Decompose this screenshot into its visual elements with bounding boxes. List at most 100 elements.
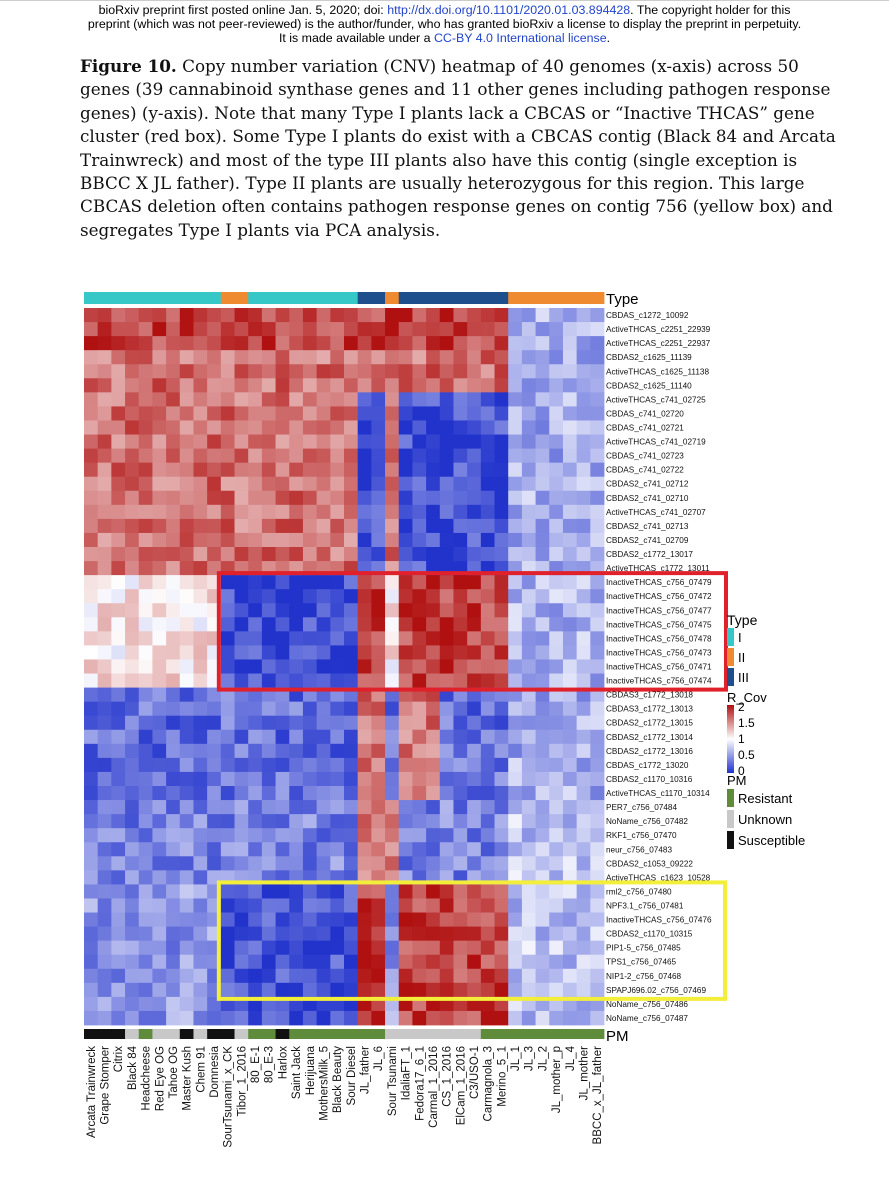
heatmap-cell <box>234 322 249 337</box>
type-annotation-cell <box>179 292 194 304</box>
heatmap-cell <box>138 814 153 829</box>
heatmap-cell <box>97 954 112 970</box>
heatmap-cell <box>248 786 263 801</box>
license-link[interactable]: CC-BY 4.0 International license <box>433 31 607 45</box>
heatmap-cell <box>289 532 304 548</box>
column-label: SourTsunami_x_CK <box>223 1046 235 1148</box>
heatmap-cell <box>220 406 235 421</box>
heatmap-cell <box>166 814 181 829</box>
heatmap-cell <box>412 420 427 435</box>
heatmap-cell <box>535 476 550 492</box>
heatmap-cell <box>494 884 509 899</box>
heatmap-cell <box>179 308 194 323</box>
heatmap-cell <box>234 406 249 421</box>
heatmap-cell <box>357 504 372 520</box>
heatmap-cell <box>138 701 153 717</box>
heatmap-cell <box>248 617 263 632</box>
heatmap-cell <box>125 912 140 927</box>
heatmap-cell <box>166 378 181 393</box>
heatmap-cell <box>385 476 400 492</box>
heatmap-cell <box>125 336 140 351</box>
row-label: CBDAS2_c1625_11139 <box>606 353 692 362</box>
heatmap-cell <box>193 954 208 970</box>
heatmap-cell <box>166 996 181 1012</box>
type-annotation-cell <box>111 292 126 304</box>
heatmap-cell <box>453 322 468 337</box>
heatmap-cell <box>289 729 304 745</box>
heatmap-cell <box>193 968 208 984</box>
heatmap-cell <box>111 898 126 913</box>
heatmap-cell <box>193 336 208 351</box>
heatmap-cell <box>385 336 400 351</box>
heatmap-cell <box>480 575 495 590</box>
heatmap-cell <box>84 996 99 1012</box>
heatmap-cell <box>494 659 509 674</box>
heatmap-cell <box>398 968 413 984</box>
heatmap-cell <box>576 392 591 407</box>
heatmap-cell <box>302 898 318 913</box>
heatmap-cell <box>398 940 413 956</box>
heatmap-cell <box>125 828 140 843</box>
row-label: neur_c756_07483 <box>606 845 672 854</box>
heatmap-cell <box>439 532 454 548</box>
heatmap-cell <box>138 687 153 703</box>
heatmap-cell <box>494 856 509 871</box>
heatmap-cell <box>426 504 441 520</box>
heatmap-cell <box>385 968 400 984</box>
heatmap-cell <box>111 420 126 435</box>
heatmap-cell <box>344 434 359 449</box>
heatmap-cell <box>453 434 468 449</box>
heatmap-cell <box>84 898 99 913</box>
heatmap-cells <box>84 308 605 1026</box>
heatmap-cell <box>426 322 441 337</box>
heatmap-cell <box>467 968 482 984</box>
heatmap-cell <box>549 547 564 562</box>
heatmap-cell <box>467 743 482 759</box>
heatmap-cell <box>179 589 194 604</box>
heatmap-cell <box>385 715 400 731</box>
heatmap-cell <box>467 434 482 449</box>
type-annotation-cell <box>562 292 578 304</box>
heatmap-cell <box>248 1010 263 1026</box>
heatmap-cell <box>289 631 304 646</box>
heatmap-cell <box>220 701 235 717</box>
figure-label: Figure 10. <box>80 56 177 76</box>
doi-link[interactable]: http://dx.doi.org/10.1101/2020.01.03.894… <box>387 3 631 17</box>
heatmap-cell <box>166 912 181 927</box>
heatmap-cell <box>549 673 564 688</box>
heatmap-cell <box>344 898 359 913</box>
heatmap-cell <box>330 701 345 717</box>
heatmap-cell <box>97 800 112 815</box>
heatmap-cell <box>152 378 167 393</box>
heatmap-cell <box>275 926 290 942</box>
heatmap-cell <box>439 392 454 407</box>
heatmap-cell <box>357 715 372 731</box>
heatmap-cell <box>234 350 249 365</box>
heatmap-cell <box>549 701 564 717</box>
row-label: InactiveTHCAS_c756_07479 <box>606 578 712 587</box>
heatmap-cell <box>248 757 263 773</box>
heatmap-cell <box>521 364 536 379</box>
heatmap-cell <box>179 561 194 576</box>
heatmap-cell <box>138 476 153 492</box>
heatmap-cell <box>125 547 140 562</box>
heatmap-cell <box>234 856 249 871</box>
heatmap-cell <box>152 631 167 646</box>
heatmap-cell <box>193 476 208 492</box>
column-label: JL_2 <box>537 1046 549 1071</box>
heatmap-cell <box>535 786 550 801</box>
heatmap-cell <box>248 884 263 899</box>
heatmap-cell <box>385 631 400 646</box>
heatmap-cell <box>439 476 454 492</box>
heatmap-cell <box>166 687 181 703</box>
heatmap-cell <box>166 364 181 379</box>
heatmap-cell <box>371 828 386 843</box>
heatmap-cell <box>111 659 126 674</box>
heatmap-cell <box>261 322 276 337</box>
heatmap-cell <box>426 842 441 857</box>
heatmap-cell <box>97 364 112 379</box>
heatmap-cell <box>220 420 235 435</box>
heatmap-cell <box>138 870 153 885</box>
heatmap-cell <box>467 336 482 351</box>
heatmap-cell <box>193 575 208 590</box>
